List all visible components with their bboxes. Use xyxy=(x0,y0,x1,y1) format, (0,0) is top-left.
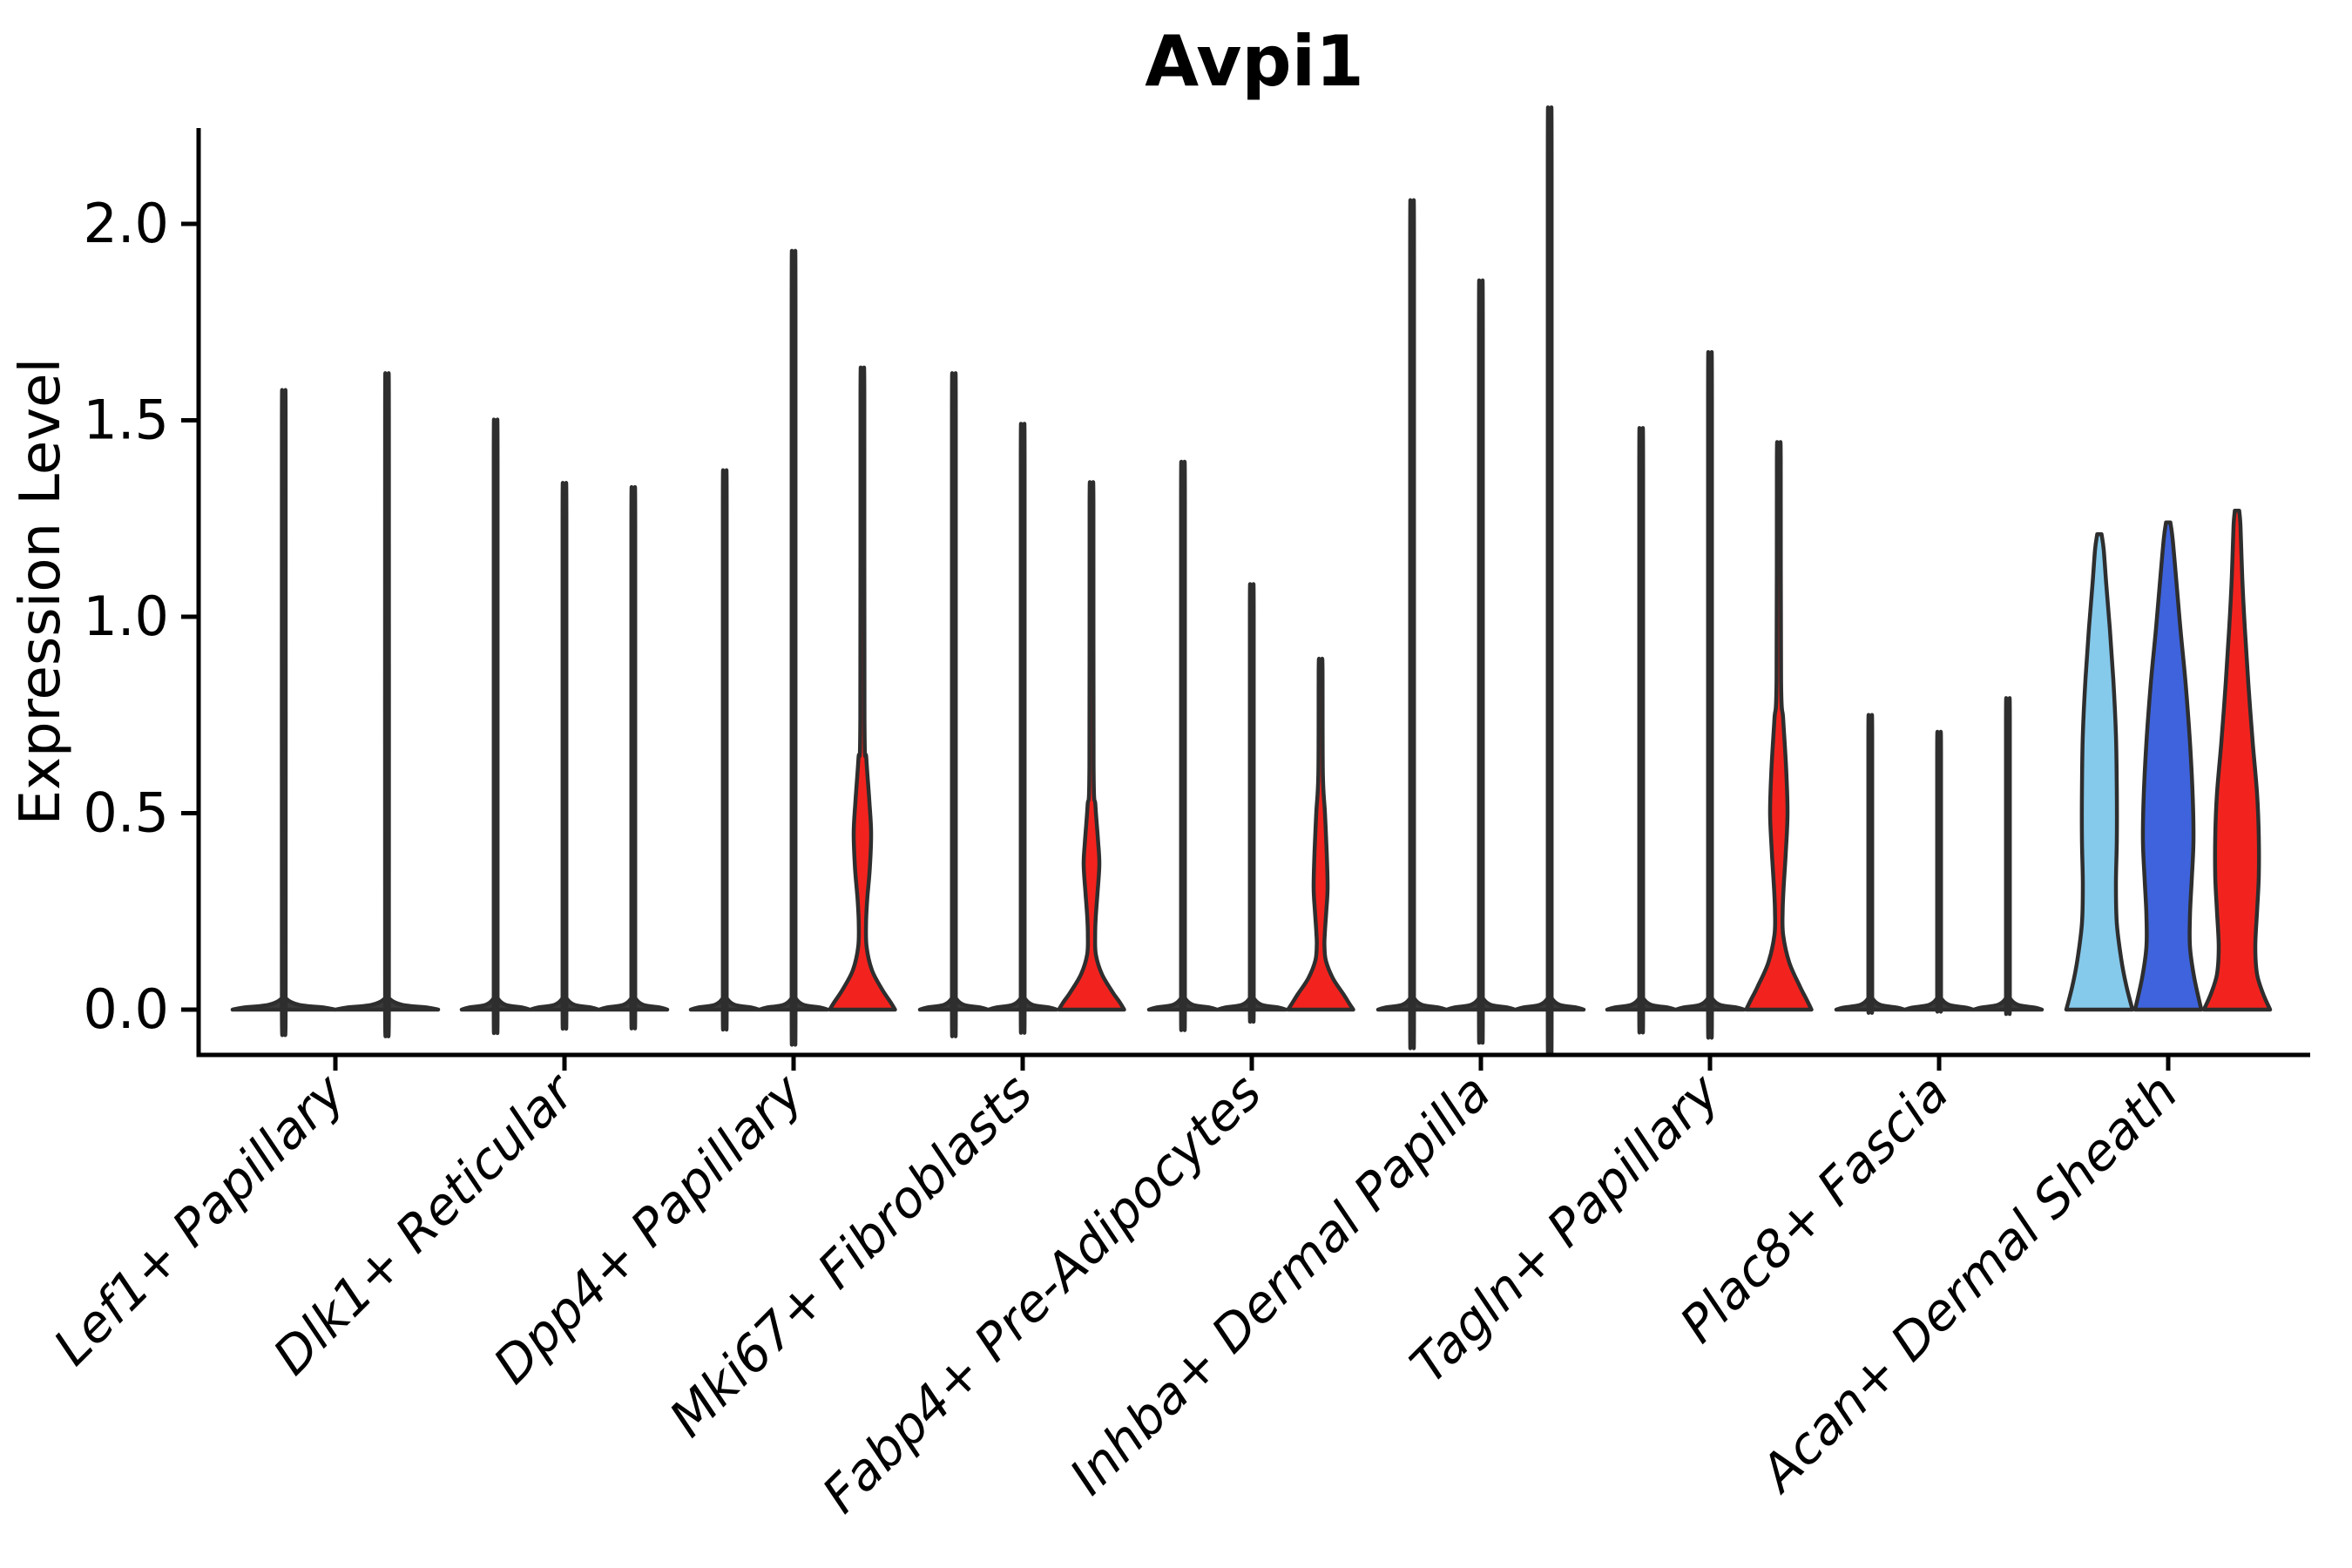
y-tick-label: 1.0 xyxy=(83,585,169,648)
x-tick-label: Fabp4+ Pre-Adipocytes xyxy=(811,1063,1273,1524)
violin-shape xyxy=(230,388,337,1037)
violin-shape xyxy=(986,422,1059,1035)
violin-shape xyxy=(1971,696,2044,1017)
x-tick-label: Inhba+ Dermal Papilla xyxy=(1058,1063,1502,1506)
violin-shape xyxy=(1903,730,1976,1014)
violin-shape xyxy=(1834,713,1907,1015)
violin-shape xyxy=(1605,426,1678,1035)
violin-shape xyxy=(1444,278,1517,1044)
violin-cluster xyxy=(1605,350,1814,1040)
violin-shape xyxy=(459,417,532,1036)
violin-shape xyxy=(1286,656,1355,1012)
violin-shape xyxy=(1215,582,1288,1024)
violin-shape xyxy=(2064,532,2135,1012)
violins-layer xyxy=(230,105,2273,1057)
violin-shape xyxy=(334,371,441,1038)
violin-shape xyxy=(2132,520,2204,1012)
violin-shape xyxy=(917,371,990,1038)
violin-shape xyxy=(1375,198,1449,1051)
y-tick-label: 2.0 xyxy=(83,192,169,255)
violin-shape xyxy=(2201,508,2273,1012)
violin-cluster xyxy=(1834,696,2044,1017)
violin-shape xyxy=(1146,459,1220,1032)
violin-shape xyxy=(688,468,761,1032)
violin-shape xyxy=(757,248,830,1047)
y-tick-label: 0.5 xyxy=(83,781,169,845)
violin-cluster xyxy=(688,248,897,1047)
violin-cluster xyxy=(1375,105,1586,1057)
violin-shape xyxy=(1057,480,1126,1012)
violin-shape xyxy=(1673,350,1747,1040)
violin-shape xyxy=(1744,440,1814,1012)
violin-cluster xyxy=(2064,508,2273,1012)
violin-shape xyxy=(828,365,897,1012)
y-axis-label: Expression Level xyxy=(9,358,73,826)
violin-cluster xyxy=(230,371,441,1038)
y-tick-label: 1.5 xyxy=(83,389,169,452)
y-tick-label: 0.0 xyxy=(83,977,169,1041)
violin-shape xyxy=(597,484,670,1031)
violin-cluster xyxy=(459,417,670,1036)
violin-shape xyxy=(1513,105,1586,1057)
y-axis-ticks: 0.0 0.5 1.0 1.5 2.0 xyxy=(83,192,199,1041)
x-tick-label: Acan+ Dermal Sheath xyxy=(1747,1063,2189,1505)
violin-cluster xyxy=(917,371,1126,1038)
chart-title: Avpi1 xyxy=(1145,21,1364,102)
violin-cluster xyxy=(1146,459,1355,1032)
violin-shape xyxy=(528,481,601,1031)
